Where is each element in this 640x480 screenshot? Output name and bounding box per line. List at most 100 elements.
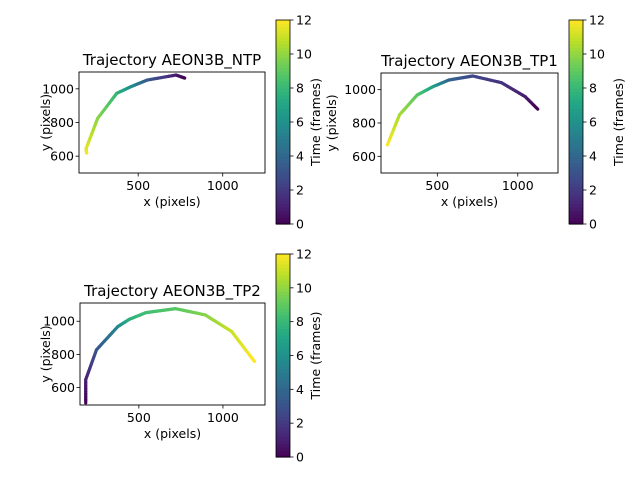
colorbar-band (569, 193, 583, 198)
colorbar-band (569, 220, 583, 225)
colorbar-band (276, 81, 290, 86)
colorbar-band (276, 54, 290, 58)
y-tick-label: 800 (50, 115, 74, 130)
axes-frame (78, 71, 266, 174)
colorbar-band (276, 379, 290, 384)
colorbar-band (276, 297, 290, 302)
colorbar-tick-label: 8 (589, 81, 597, 96)
colorbar-band (569, 60, 583, 65)
colorbar-band (569, 88, 583, 92)
colorbar-tick-label: 12 (296, 13, 312, 28)
colorbar-band (569, 186, 583, 191)
colorbar-band (569, 111, 583, 116)
colorbar-band (276, 281, 290, 286)
colorbar-band (569, 71, 583, 75)
colorbar-band (569, 139, 583, 143)
colorbar-band (276, 308, 290, 313)
colorbar-band (569, 57, 583, 62)
x-tick-label: 1000 (502, 178, 534, 193)
colorbar-band (276, 20, 290, 24)
colorbar-band (569, 33, 583, 38)
colorbar-band (569, 128, 583, 133)
colorbar-band (276, 74, 290, 79)
colorbar-tick-label: 10 (296, 47, 312, 62)
colorbar-band (276, 125, 290, 130)
colorbar-band (569, 145, 583, 150)
subplot-1: 500 1000 600 800 1000 x (pixels) y (pixels) Tra… (38, 13, 323, 232)
colorbar-band (276, 43, 290, 48)
subplot-2: 500 1000 600 800 1000 x (pixels) y (pixels) Tra… (324, 13, 626, 232)
y-tick-label: 800 (51, 347, 75, 362)
colorbar-band (569, 183, 583, 188)
colorbar-tick-label: 4 (296, 382, 304, 397)
colorbar-band (276, 105, 290, 109)
colorbar-band (276, 207, 290, 211)
trajectory-segment (249, 356, 257, 363)
colorbar-band (276, 190, 290, 194)
colorbar-band (276, 341, 290, 346)
colorbar-band (276, 301, 290, 306)
colorbar-band (276, 429, 290, 434)
colorbar-band (569, 98, 583, 103)
colorbar-label: Time (frames) (611, 78, 626, 167)
colorbar-band (276, 287, 290, 292)
colorbar-band (276, 335, 290, 340)
colorbar-band (569, 20, 583, 24)
colorbar-band (569, 190, 583, 194)
colorbar-band (276, 162, 290, 167)
colorbar-band (276, 139, 290, 143)
colorbar-band (569, 210, 583, 215)
colorbar-band (276, 200, 290, 205)
colorbar-band (276, 101, 290, 106)
colorbar-tick-label: 6 (296, 115, 304, 130)
colorbar-label: Time (frames) (308, 312, 323, 401)
colorbar-band (569, 207, 583, 211)
colorbar-band (569, 162, 583, 167)
y-tick-label: 600 (50, 149, 74, 164)
colorbar-band (276, 399, 290, 404)
colorbar-band (276, 291, 290, 296)
colorbar-band (276, 142, 290, 147)
colorbar-band (276, 173, 290, 177)
colorbar-tick-label: 6 (296, 348, 304, 363)
colorbar-band (276, 325, 290, 330)
colorbar-band (276, 183, 290, 188)
colorbar-band (276, 254, 290, 258)
colorbar-band (276, 40, 290, 45)
subplot-title: Trajectory AEON3B_NTP (82, 51, 261, 70)
colorbar-band (276, 33, 290, 38)
colorbar-band (276, 372, 290, 377)
colorbar-tick-label: 4 (589, 149, 597, 164)
y-tick-label: 1000 (43, 314, 75, 329)
colorbar-band (276, 196, 290, 201)
colorbar-band (276, 213, 290, 218)
colorbar-band (276, 94, 290, 99)
colorbar-band (276, 156, 290, 160)
colorbar-band (276, 389, 290, 394)
colorbar-band (276, 328, 290, 333)
colorbar-band (276, 118, 290, 123)
axes-frame (380, 72, 559, 174)
y-tick-label: 600 (352, 149, 376, 164)
colorbar-tick-label: 0 (296, 217, 304, 232)
colorbar-band (276, 257, 290, 262)
colorbar-band (276, 375, 290, 380)
colorbar-band (276, 426, 290, 431)
colorbar-band (276, 132, 290, 137)
colorbar-band (276, 203, 290, 208)
colorbar-band (276, 260, 290, 265)
colorbar-band (276, 186, 290, 191)
colorbar-band (569, 23, 583, 28)
colorbar-band (276, 108, 290, 113)
x-tick-label: 1000 (207, 178, 239, 193)
colorbar-band (276, 321, 290, 326)
colorbar-band (276, 179, 290, 184)
colorbar-band (276, 67, 290, 72)
colorbar-band (276, 128, 290, 133)
colorbar-band (569, 179, 583, 184)
colorbar-band (276, 88, 290, 92)
colorbar-label: Time (frames) (308, 78, 323, 167)
colorbar-band (276, 149, 290, 154)
colorbar-band (276, 277, 290, 282)
colorbar-band (276, 60, 290, 65)
